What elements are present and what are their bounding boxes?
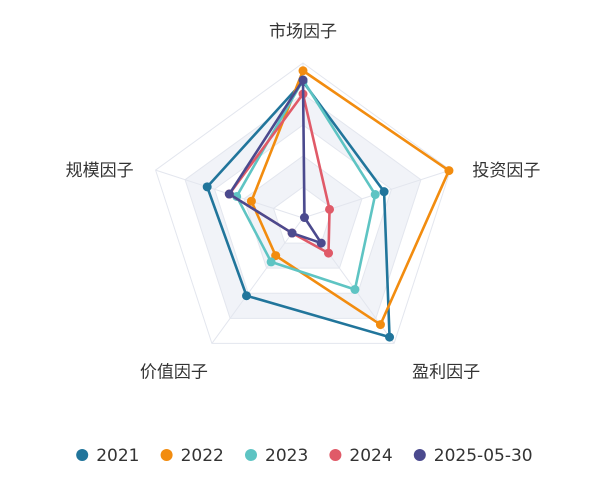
legend-label: 2025-05-30: [434, 446, 533, 466]
legend-marker: [329, 449, 342, 461]
legend-label: 2023: [265, 446, 308, 466]
series-point: [271, 251, 281, 261]
series-point: [266, 257, 276, 267]
legend-marker: [413, 449, 426, 461]
series-point: [298, 75, 308, 85]
series-line: [250, 69, 451, 326]
legend[interactable]: 2021 2022 2023 2024 2025-05-30: [76, 446, 533, 466]
legend-label: 2022: [181, 446, 224, 466]
axis-label: 价值因子: [140, 362, 208, 382]
series-point: [224, 189, 234, 199]
legend-label: 2021: [96, 446, 139, 466]
series-point: [379, 187, 389, 197]
series-point: [350, 284, 360, 294]
axis-line: [211, 217, 304, 344]
legend-item-2021[interactable]: 2021: [76, 446, 139, 466]
series-point: [324, 248, 334, 258]
legend-marker: [160, 449, 173, 461]
series-point: [325, 204, 335, 214]
series-point: [316, 238, 326, 248]
axis-label: 盈利因子: [412, 362, 480, 382]
legend-marker: [76, 449, 89, 461]
series-point: [298, 66, 308, 76]
legend-label: 2024: [349, 446, 392, 466]
series-point: [299, 213, 309, 223]
legend-item-2025-05-30[interactable]: 2025-05-30: [413, 446, 533, 466]
legend-item-2023[interactable]: 2023: [245, 446, 308, 466]
series-point: [444, 166, 454, 176]
series-2025-05-30: [224, 75, 326, 248]
series-line: [205, 80, 391, 339]
series-line: [227, 78, 323, 245]
legend-marker: [245, 449, 257, 461]
series-point: [375, 320, 385, 330]
series-point: [242, 291, 252, 301]
axis-label: 投资因子: [472, 161, 540, 181]
series-point: [287, 228, 297, 238]
series-point: [246, 196, 256, 206]
series-2022: [246, 66, 454, 330]
legend-item-2022[interactable]: 2022: [160, 446, 224, 466]
axis-label: 市场因子: [269, 22, 337, 42]
series-point: [370, 190, 380, 200]
series-point: [385, 332, 395, 342]
legend-item-2024[interactable]: 2024: [329, 446, 393, 466]
series-line: [235, 78, 377, 291]
axis-label: 规模因子: [66, 161, 134, 181]
series-point: [202, 182, 212, 192]
radar-series-layer: [202, 66, 454, 342]
